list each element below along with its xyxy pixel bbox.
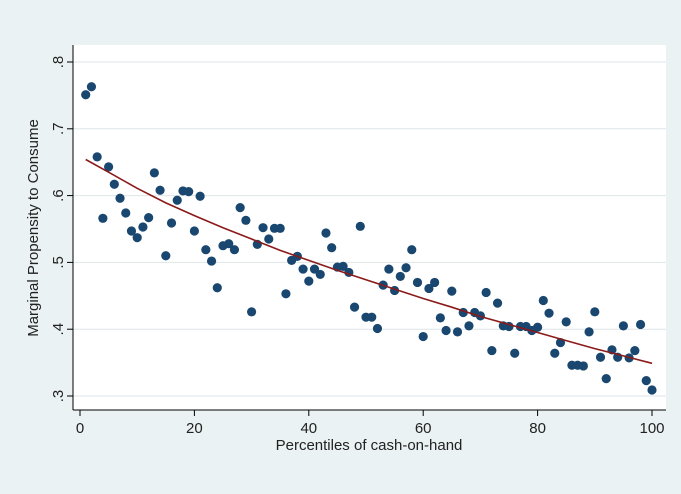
- data-point: [201, 245, 211, 255]
- data-point: [349, 302, 360, 312]
- data-point: [241, 215, 251, 225]
- data-point: [206, 256, 217, 266]
- data-point: [155, 185, 165, 195]
- axes: [72, 45, 666, 411]
- y-axis-label: Marginal Propensity to Consume: [25, 119, 42, 337]
- data-point: [601, 374, 611, 384]
- data-point: [487, 345, 497, 356]
- data-point: [618, 321, 629, 331]
- x-tick-label: 0: [76, 420, 84, 437]
- x-tick-label: 80: [529, 420, 546, 437]
- data-point: [86, 82, 97, 92]
- data-point: [166, 218, 177, 228]
- x-axis-ticks: 0 20 40 60 80 100: [76, 410, 665, 437]
- fit-line-group: [85, 158, 653, 365]
- data-point: [109, 179, 119, 189]
- fit-line: [85, 158, 653, 365]
- data-point: [275, 223, 285, 233]
- data-point: [224, 239, 234, 249]
- data-point: [647, 385, 657, 395]
- data-point: [550, 348, 560, 358]
- data-point: [304, 276, 314, 286]
- plot-area: [73, 45, 666, 410]
- data-point: [298, 264, 308, 274]
- data-point: [641, 376, 651, 386]
- data-point: [235, 203, 245, 213]
- y-tick-label: .5: [50, 256, 67, 269]
- x-tick-label: 100: [639, 420, 664, 437]
- data-point: [149, 168, 159, 178]
- data-point: [115, 193, 125, 203]
- data-point: [184, 186, 194, 197]
- data-point: [367, 312, 377, 322]
- data-point: [435, 313, 445, 323]
- data-point: [98, 213, 108, 223]
- data-point: [338, 261, 348, 272]
- data-point: [635, 319, 646, 330]
- x-axis-label: Percentiles of cash-on-hand: [276, 437, 463, 454]
- y-tick-label: .8: [50, 56, 67, 69]
- data-point: [144, 213, 154, 223]
- data-point: [412, 277, 423, 288]
- data-point: [161, 251, 171, 261]
- data-point: [584, 327, 594, 337]
- data-point: [544, 308, 554, 318]
- data-point: [407, 245, 417, 255]
- data-point: [590, 307, 600, 317]
- data-point: [630, 345, 640, 356]
- data-point: [492, 298, 503, 308]
- data-point: [189, 226, 199, 236]
- data-point: [132, 233, 142, 243]
- data-point: [401, 263, 411, 273]
- data-point: [81, 90, 91, 100]
- y-tick-label: .6: [50, 189, 67, 202]
- data-point: [264, 234, 274, 244]
- data-point: [327, 243, 337, 253]
- data-point: [258, 223, 268, 233]
- data-point: [510, 348, 520, 358]
- data-point: [212, 283, 222, 293]
- scatter-points: [81, 82, 657, 395]
- data-point: [195, 191, 205, 201]
- data-point: [533, 322, 543, 332]
- y-tick-label: .7: [50, 123, 67, 136]
- data-point: [121, 208, 131, 218]
- x-tick-label: 60: [415, 420, 432, 437]
- data-point: [372, 323, 383, 334]
- data-point: [92, 152, 102, 162]
- data-point: [481, 287, 491, 298]
- y-tick-label: .3: [50, 390, 67, 403]
- data-point: [126, 226, 137, 236]
- data-point: [395, 271, 405, 282]
- data-point: [424, 283, 434, 294]
- data-point: [464, 321, 474, 331]
- data-point: [104, 162, 114, 172]
- data-point: [561, 317, 571, 327]
- data-point: [315, 269, 325, 280]
- data-point: [578, 361, 588, 371]
- data-point: [229, 245, 240, 255]
- data-point: [430, 277, 440, 288]
- data-point: [418, 331, 428, 342]
- data-point: [447, 286, 457, 296]
- data-point: [281, 289, 291, 299]
- data-point: [247, 307, 257, 317]
- data-point: [321, 228, 331, 238]
- data-point: [355, 221, 365, 231]
- x-tick-label: 20: [186, 420, 203, 437]
- data-point: [384, 264, 394, 274]
- y-tick-label: .4: [50, 323, 67, 336]
- data-point: [441, 325, 451, 336]
- grid-lines: [73, 61, 666, 397]
- data-point: [138, 222, 148, 232]
- data-point: [172, 195, 182, 205]
- x-tick-label: 40: [300, 420, 317, 437]
- data-point: [538, 295, 548, 306]
- data-point: [595, 352, 606, 362]
- data-point: [452, 327, 463, 337]
- y-axis-ticks: .3 .4 .5 .6 .7 .8: [50, 56, 73, 403]
